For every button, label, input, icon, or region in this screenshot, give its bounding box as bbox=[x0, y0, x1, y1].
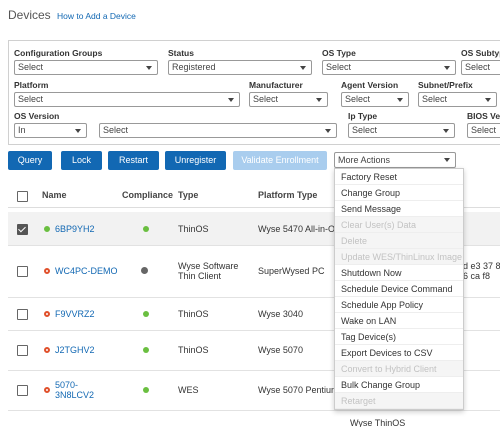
device-name[interactable]: F9VVRZ2 bbox=[55, 308, 95, 319]
row-divider bbox=[8, 297, 500, 298]
row-checkbox[interactable] bbox=[17, 345, 28, 356]
device-name[interactable]: WC4PC-DEMO bbox=[55, 266, 118, 276]
row-checkbox[interactable] bbox=[17, 385, 28, 396]
mac-address: 16 ca f8 bbox=[458, 271, 491, 281]
menu-item: Delete bbox=[335, 233, 463, 249]
menu-item[interactable]: Schedule Device Command bbox=[335, 281, 463, 297]
filter-select[interactable]: In bbox=[14, 123, 87, 138]
filter-label: Subnet/Prefix bbox=[418, 80, 473, 90]
filter-label: Ip Type bbox=[348, 111, 378, 121]
menu-item[interactable]: Tag Device(s) bbox=[335, 329, 463, 345]
status-indicator bbox=[44, 347, 50, 353]
header-checkbox bbox=[17, 191, 28, 202]
filter-panel bbox=[8, 40, 500, 145]
row-checkbox[interactable] bbox=[17, 266, 28, 277]
filter-select[interactable]: Select bbox=[14, 60, 158, 75]
filter-label: Configuration Groups bbox=[14, 48, 103, 58]
row-checkbox[interactable] bbox=[17, 308, 28, 320]
device-name[interactable]: 5070-3N8LCV2 bbox=[55, 380, 95, 400]
status-indicator bbox=[44, 268, 50, 274]
compliance-indicator bbox=[143, 387, 149, 393]
filter-select[interactable]: Select bbox=[341, 92, 409, 107]
filter-select[interactable]: Select bbox=[14, 92, 240, 107]
filter-select[interactable]: Select bbox=[348, 123, 455, 138]
filter-select[interactable]: Select bbox=[418, 92, 497, 107]
row-divider bbox=[8, 245, 500, 246]
menu-item[interactable]: Shutdown Now bbox=[335, 265, 463, 281]
menu-item[interactable]: Send Message bbox=[335, 201, 463, 217]
filter-label: Status bbox=[168, 48, 194, 58]
platform-type: Wyse 5470 All-in-One bbox=[258, 223, 345, 234]
menu-item: Convert to Hybrid Client bbox=[335, 361, 463, 377]
help-link[interactable]: How to Add a Device bbox=[57, 11, 136, 21]
filter-label: OS Type bbox=[322, 48, 356, 58]
menu-item[interactable]: Bulk Change Group bbox=[335, 377, 463, 393]
device-type: Wyse Software Thin Client bbox=[178, 261, 239, 281]
status-indicator bbox=[44, 225, 50, 232]
status-indicator bbox=[44, 387, 50, 393]
platform-type: SuperWysed PC bbox=[258, 266, 325, 276]
filter-select[interactable]: Select bbox=[461, 60, 500, 75]
row-checkbox[interactable] bbox=[17, 223, 28, 235]
more-actions-select[interactable]: More Actions bbox=[334, 152, 456, 168]
device-type: ThinOS bbox=[178, 308, 209, 319]
menu-item[interactable]: Export Devices to CSV bbox=[335, 345, 463, 361]
filter-label: OS Subtype bbox=[461, 48, 500, 58]
compliance-indicator bbox=[143, 225, 149, 232]
menu-item[interactable]: Wake on LAN bbox=[335, 313, 463, 329]
row-divider bbox=[8, 330, 500, 331]
compliance-indicator bbox=[143, 347, 149, 353]
filter-label: Agent Version bbox=[341, 80, 399, 90]
filter-select[interactable]: Select bbox=[249, 92, 328, 107]
status-indicator bbox=[44, 310, 50, 317]
filter-select[interactable]: Registered bbox=[168, 60, 312, 75]
column-header: Type bbox=[178, 190, 199, 200]
header-divider bbox=[8, 207, 500, 208]
column-header: Platform Type bbox=[258, 190, 318, 200]
action-button[interactable]: Restart bbox=[108, 151, 159, 170]
page-title: Devices bbox=[8, 8, 51, 22]
action-button[interactable]: Unregister bbox=[165, 151, 226, 170]
device-name[interactable]: 6BP9YH2 bbox=[55, 223, 95, 234]
platform-type: Wyse ThinOS bbox=[350, 418, 406, 427]
menu-item[interactable]: Schedule App Policy bbox=[335, 297, 463, 313]
device-type: WES bbox=[178, 385, 199, 395]
filter-select[interactable]: Select bbox=[99, 123, 337, 138]
mac-address: 4d e3 37 8 bbox=[458, 261, 500, 271]
device-name[interactable]: J2TGHV2 bbox=[55, 345, 95, 355]
platform-type: Wyse 5070 Pentium bbox=[258, 385, 339, 395]
action-button: Validate Enrollment bbox=[233, 151, 327, 170]
row-divider bbox=[8, 370, 500, 371]
compliance-info-icon bbox=[141, 267, 148, 274]
filter-label: BIOS Version bbox=[467, 111, 500, 121]
row-divider bbox=[8, 410, 500, 411]
menu-item: Clear User(s) Data bbox=[335, 217, 463, 233]
menu-item[interactable]: Change Group bbox=[335, 185, 463, 201]
menu-item: Retarget bbox=[335, 393, 463, 409]
action-button[interactable]: Query bbox=[8, 151, 52, 170]
filter-select[interactable]: Select bbox=[322, 60, 456, 75]
platform-type: Wyse 5070 bbox=[258, 345, 303, 355]
compliance-indicator bbox=[143, 310, 149, 317]
filter-label: Manufacturer bbox=[249, 80, 303, 90]
menu-item: Update WES/ThinLinux Image bbox=[335, 249, 463, 265]
column-header: Name bbox=[42, 190, 67, 200]
menu-item[interactable]: Factory Reset bbox=[335, 169, 463, 185]
device-type: ThinOS bbox=[178, 223, 209, 234]
platform-type: Wyse 3040 bbox=[258, 308, 303, 319]
more-actions-menu: Factory Reset Change Group Send Message Cle… bbox=[334, 168, 464, 410]
device-type: ThinOS bbox=[178, 345, 209, 355]
filter-select[interactable]: Select bbox=[467, 123, 500, 138]
action-button[interactable]: Lock bbox=[61, 151, 102, 170]
column-header: Compliance bbox=[122, 190, 174, 200]
filter-label: Platform bbox=[14, 80, 49, 90]
filter-label: OS Version bbox=[14, 111, 60, 121]
